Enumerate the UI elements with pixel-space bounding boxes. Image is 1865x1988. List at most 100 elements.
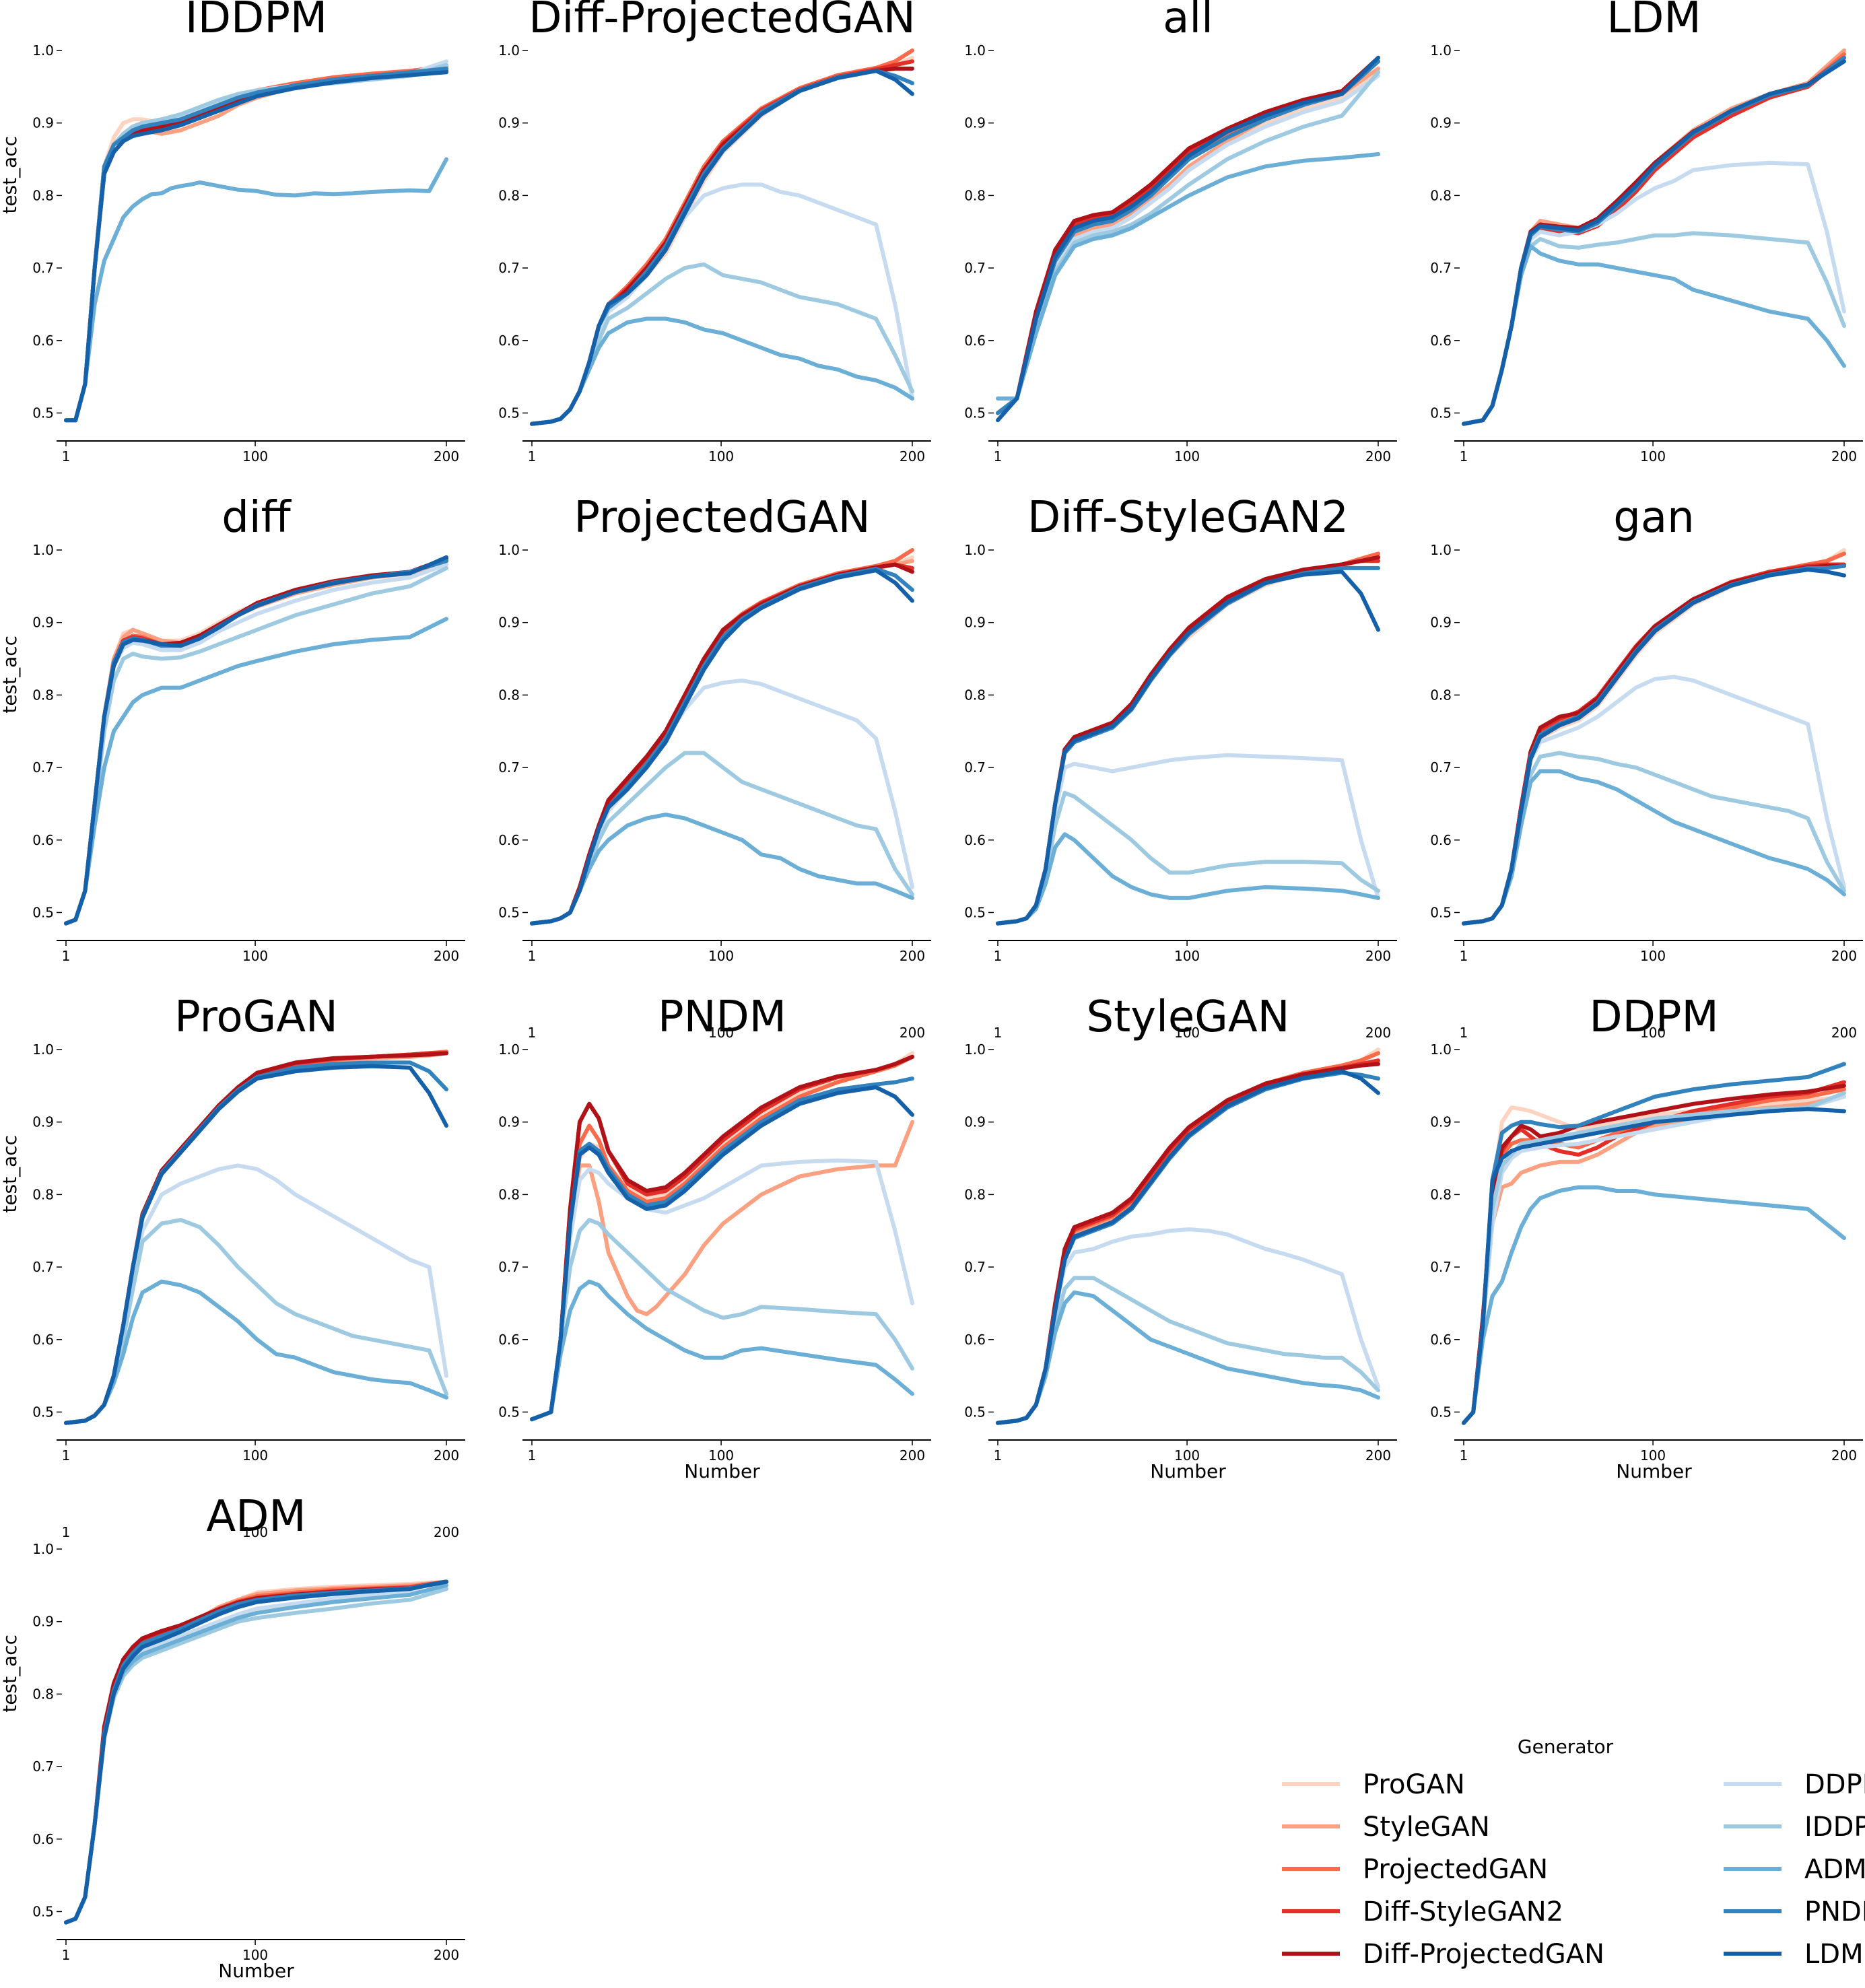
subplot-diff-projectedgan: Diff-ProjectedGAN 1 100 200 0.5 0.6 0.7 0.8 0.9 1… xyxy=(498,0,931,465)
series-line-stylegan xyxy=(64,1579,448,1925)
x-tick-label: 200 xyxy=(434,448,459,465)
x-top-tick-label: 100 xyxy=(708,1025,734,1041)
x-tick-label: 100 xyxy=(1640,448,1666,465)
y-tick-label: 0.7 xyxy=(1430,1259,1452,1275)
x-axis-label: Number xyxy=(684,1460,760,1482)
x-tick-label: 200 xyxy=(434,948,459,964)
x-tick-label: 1 xyxy=(62,948,71,964)
y-tick-label: 1.0 xyxy=(498,42,520,59)
panel-title: IDDPM xyxy=(185,0,327,43)
series-line-pndm xyxy=(1462,563,1846,926)
y-tick-label: 0.6 xyxy=(32,1332,54,1348)
series-line-diff-projectedgan xyxy=(1462,1083,1846,1425)
subplot-ddpm: DDPM 1 1 100 100 200 200 0.5 0.6 0.7 0.8 0.9 1.0 Numb… xyxy=(1430,992,1863,1482)
series-line-pndm xyxy=(996,59,1380,415)
x-tick-label: 1 xyxy=(1460,1447,1468,1464)
series-line-adm xyxy=(64,1583,448,1925)
x-top-tick-label: 1 xyxy=(1460,1025,1468,1041)
x-tick-label: 200 xyxy=(1365,1447,1391,1464)
y-tick-label: 0.5 xyxy=(32,1903,54,1919)
legend-label: IDDPM xyxy=(1804,1812,1865,1843)
y-tick-label: 1.0 xyxy=(32,42,54,59)
legend-title: Generator xyxy=(1518,1736,1614,1758)
series-line-adm xyxy=(64,157,448,423)
y-tick-label: 0.5 xyxy=(32,405,54,421)
x-tick-label: 1 xyxy=(994,448,1003,465)
panel-title: gan xyxy=(1613,493,1694,543)
y-tick-label: 0.8 xyxy=(32,187,54,203)
y-tick-label: 1.0 xyxy=(1430,1041,1452,1058)
series-line-ddpm xyxy=(996,73,1380,415)
series-line-ldm xyxy=(530,1085,914,1422)
y-tick-label: 1.0 xyxy=(498,542,520,558)
x-tick-label: 200 xyxy=(900,448,925,465)
x-tick-label: 200 xyxy=(434,1947,459,1963)
series-line-ddpm xyxy=(64,562,448,926)
x-top-tick-label: 1 xyxy=(62,1524,71,1540)
series-line-ldm xyxy=(64,555,448,926)
x-top-tick-label: 100 xyxy=(242,1524,268,1540)
series-line-ldm xyxy=(64,1579,448,1925)
x-tick-label: 200 xyxy=(900,948,925,964)
series-line-progan xyxy=(64,1579,448,1925)
y-tick-label: 1.0 xyxy=(1430,542,1452,558)
x-tick-label: 200 xyxy=(434,1447,459,1464)
y-tick-label: 0.6 xyxy=(964,1332,986,1348)
series-line-diff-projectedgan xyxy=(64,1051,448,1425)
series-line-projectedgan xyxy=(530,1054,914,1422)
series-line-iddpm xyxy=(1462,1091,1846,1425)
legend-label: Diff-StyleGAN2 xyxy=(1363,1896,1563,1927)
x-top-tick-label: 100 xyxy=(1174,1025,1200,1041)
y-tick-label: 0.9 xyxy=(32,1614,54,1630)
y-tick-label: 0.9 xyxy=(498,115,520,131)
series-line-stylegan xyxy=(1462,551,1846,926)
series-line-iddpm xyxy=(530,1218,914,1422)
series-line-ddpm xyxy=(530,182,914,426)
series-line-diff-projectedgan xyxy=(996,1062,1380,1425)
series-line-ldm xyxy=(996,1069,1380,1425)
series-line-projectedgan xyxy=(1462,1087,1846,1425)
legend-entry-pndm: PNDM xyxy=(1724,1896,1865,1927)
subplot-diff-stylegan2: Diff-StyleGAN2 1 100 200 0.5 0.6 0.7 0.8 0.9 1.0 xyxy=(964,493,1397,964)
series-line-ldm xyxy=(1462,1107,1846,1425)
panel-title: DDPM xyxy=(1589,992,1718,1042)
x-top-tick-label: 200 xyxy=(1831,1025,1857,1041)
x-tick-label: 100 xyxy=(1174,1447,1200,1464)
subplot-all: all 1 100 200 0.5 0.6 0.7 0.8 0.9 1.0 xyxy=(964,0,1397,465)
panel-title: diff xyxy=(222,493,292,543)
y-tick-label: 0.7 xyxy=(498,759,520,776)
x-tick-label: 1 xyxy=(994,1447,1003,1464)
panel-title: LDM xyxy=(1606,0,1701,43)
y-tick-label: 1.0 xyxy=(32,1041,54,1058)
y-tick-label: 0.7 xyxy=(32,759,54,776)
y-tick-label: 0.5 xyxy=(964,904,986,920)
y-tick-label: 0.9 xyxy=(32,615,54,631)
panel-title: StyleGAN xyxy=(1087,992,1290,1042)
y-tick-label: 0.8 xyxy=(498,187,520,203)
series-line-projectedgan xyxy=(996,551,1380,926)
y-tick-label: 0.8 xyxy=(964,687,986,703)
series-line-adm xyxy=(1462,769,1846,926)
legend-label: ProGAN xyxy=(1363,1769,1465,1800)
series-line-adm xyxy=(1462,1185,1846,1425)
x-tick-label: 100 xyxy=(708,948,734,964)
y-tick-label: 1.0 xyxy=(498,1041,520,1058)
y-tick-label: 0.6 xyxy=(1430,832,1452,848)
x-top-tick-label: 200 xyxy=(1365,1025,1391,1041)
series-line-ldm xyxy=(996,570,1380,926)
series-line-projectedgan xyxy=(996,59,1380,415)
series-line-ddpm xyxy=(64,1163,448,1425)
series-line-projectedgan xyxy=(1462,551,1846,926)
series-line-ldm xyxy=(64,1064,448,1425)
series-line-iddpm xyxy=(64,1587,448,1925)
subplot-adm: ADM 1 1 100 100 200 200 0.5 0.6 0.7 0.8 0.9 1.0 test_… xyxy=(0,1492,465,1982)
y-tick-label: 0.5 xyxy=(498,904,520,920)
x-tick-label: 100 xyxy=(1174,948,1200,964)
y-tick-label: 0.8 xyxy=(1430,687,1452,703)
panel-title: ProjectedGAN xyxy=(574,493,870,543)
series-line-adm xyxy=(996,832,1380,926)
x-tick-label: 1 xyxy=(528,1447,537,1464)
series-line-progan xyxy=(996,551,1380,926)
